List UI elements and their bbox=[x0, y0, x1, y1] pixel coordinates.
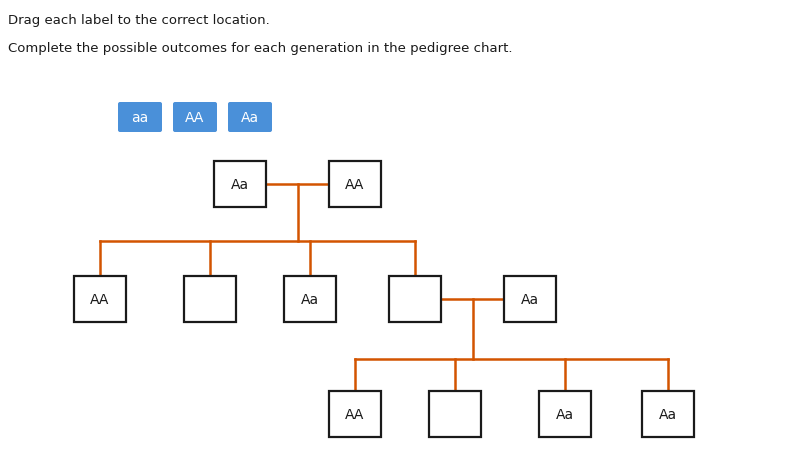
Text: AA: AA bbox=[346, 407, 365, 421]
Text: Aa: Aa bbox=[659, 407, 677, 421]
FancyBboxPatch shape bbox=[184, 277, 236, 322]
FancyBboxPatch shape bbox=[329, 391, 381, 437]
FancyBboxPatch shape bbox=[642, 391, 694, 437]
FancyBboxPatch shape bbox=[74, 277, 126, 322]
FancyBboxPatch shape bbox=[504, 277, 556, 322]
Text: AA: AA bbox=[186, 111, 205, 125]
FancyBboxPatch shape bbox=[228, 103, 272, 133]
Text: AA: AA bbox=[90, 292, 110, 307]
Text: Aa: Aa bbox=[556, 407, 574, 421]
Text: Aa: Aa bbox=[301, 292, 319, 307]
Text: aa: aa bbox=[131, 111, 149, 125]
Text: Drag each label to the correct location.: Drag each label to the correct location. bbox=[8, 14, 270, 27]
FancyBboxPatch shape bbox=[118, 103, 162, 133]
FancyBboxPatch shape bbox=[284, 277, 336, 322]
Text: Aa: Aa bbox=[521, 292, 539, 307]
FancyBboxPatch shape bbox=[329, 162, 381, 208]
Text: Complete the possible outcomes for each generation in the pedigree chart.: Complete the possible outcomes for each … bbox=[8, 42, 513, 55]
FancyBboxPatch shape bbox=[539, 391, 591, 437]
FancyBboxPatch shape bbox=[429, 391, 481, 437]
Text: Aa: Aa bbox=[231, 178, 249, 192]
FancyBboxPatch shape bbox=[214, 162, 266, 208]
Text: AA: AA bbox=[346, 178, 365, 192]
FancyBboxPatch shape bbox=[173, 103, 217, 133]
FancyBboxPatch shape bbox=[389, 277, 441, 322]
Text: Aa: Aa bbox=[241, 111, 259, 125]
